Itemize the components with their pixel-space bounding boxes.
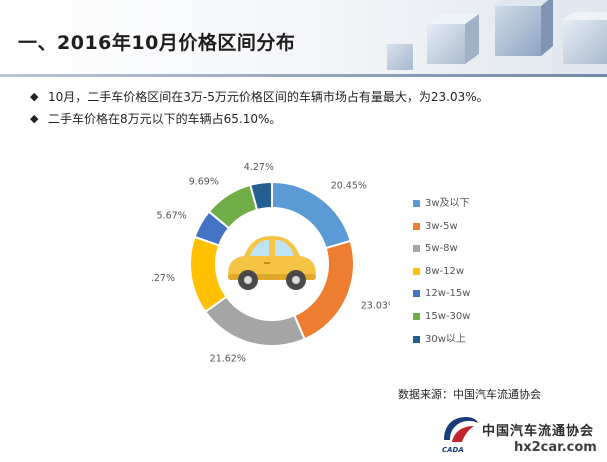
cada-org-name: 中国汽车流通协会 bbox=[482, 424, 595, 439]
legend-swatch bbox=[413, 290, 420, 298]
legend-swatch bbox=[413, 267, 420, 275]
slice-value-label: 5.67% bbox=[157, 211, 187, 222]
legend-label: 5w-8w bbox=[425, 243, 458, 255]
cada-abbreviation: CADA bbox=[442, 446, 464, 454]
car-icon bbox=[218, 210, 326, 318]
header-rule bbox=[0, 74, 607, 77]
header-cubes-art bbox=[367, 0, 607, 74]
slice-value-label: 21.62% bbox=[210, 353, 246, 364]
legend-label: 30w以上 bbox=[425, 333, 466, 345]
legend-swatch bbox=[413, 312, 420, 320]
cada-logo: CADA 中国汽车流通协会 hx2car.com bbox=[440, 410, 607, 462]
slice-value-label: 23.03% bbox=[361, 301, 390, 312]
slice-value-label: 4.27% bbox=[244, 162, 274, 173]
bullet-list: ◆ 10月，二手车价格区间在3万-5万元价格区间的车辆市场占有量最大，为23.0… bbox=[30, 88, 590, 132]
data-source-note: 数据来源：中国汽车流通协会 bbox=[398, 388, 541, 401]
bullet-text: 二手车价格在8万元以下的车辆占65.10%。 bbox=[48, 112, 282, 126]
price-range-donut-chart: 20.45% 23.03% 21.62% 15.27% 5.67% 9.69% 4.27% bbox=[150, 162, 390, 365]
bullet-item: ◆ 10月，二手车价格区间在3万-5万元价格区间的车辆市场占有量最大，为23.0… bbox=[30, 88, 590, 106]
legend-swatch bbox=[413, 245, 420, 253]
donut-slices bbox=[189, 180, 355, 347]
legend-label: 8w-12w bbox=[425, 265, 465, 277]
legend-label: 15w-30w bbox=[425, 310, 471, 322]
legend-label: 3w及以下 bbox=[425, 198, 470, 209]
donut-slice bbox=[249, 180, 273, 212]
diamond-bullet-icon: ◆ bbox=[30, 112, 39, 125]
bullet-item: ◆ 二手车价格在8万元以下的车辆占65.10%。 bbox=[30, 110, 590, 128]
cada-logo-icon bbox=[444, 417, 478, 442]
diamond-bullet-icon: ◆ bbox=[30, 90, 39, 103]
donut-value-labels: 20.45% 23.03% 21.62% 15.27% 5.67% 9.69% 4.27% bbox=[150, 162, 390, 365]
slice-value-label: 9.69% bbox=[189, 177, 219, 188]
watermark-text: hx2car.com bbox=[514, 440, 597, 455]
legend-swatch bbox=[413, 222, 420, 230]
legend-label: 12w-15w bbox=[425, 288, 471, 300]
legend-swatch bbox=[413, 335, 420, 343]
bullet-text: 10月，二手车价格区间在3万-5万元价格区间的车辆市场占有量最大，为23.03%… bbox=[48, 90, 489, 104]
slice-value-label: 20.45% bbox=[331, 181, 367, 192]
legend-swatch bbox=[413, 200, 420, 207]
slice-value-label: 15.27% bbox=[150, 273, 175, 284]
legend-label: 3w-5w bbox=[425, 220, 458, 232]
slide-title: 一、2016年10月价格区间分布 bbox=[18, 32, 296, 54]
